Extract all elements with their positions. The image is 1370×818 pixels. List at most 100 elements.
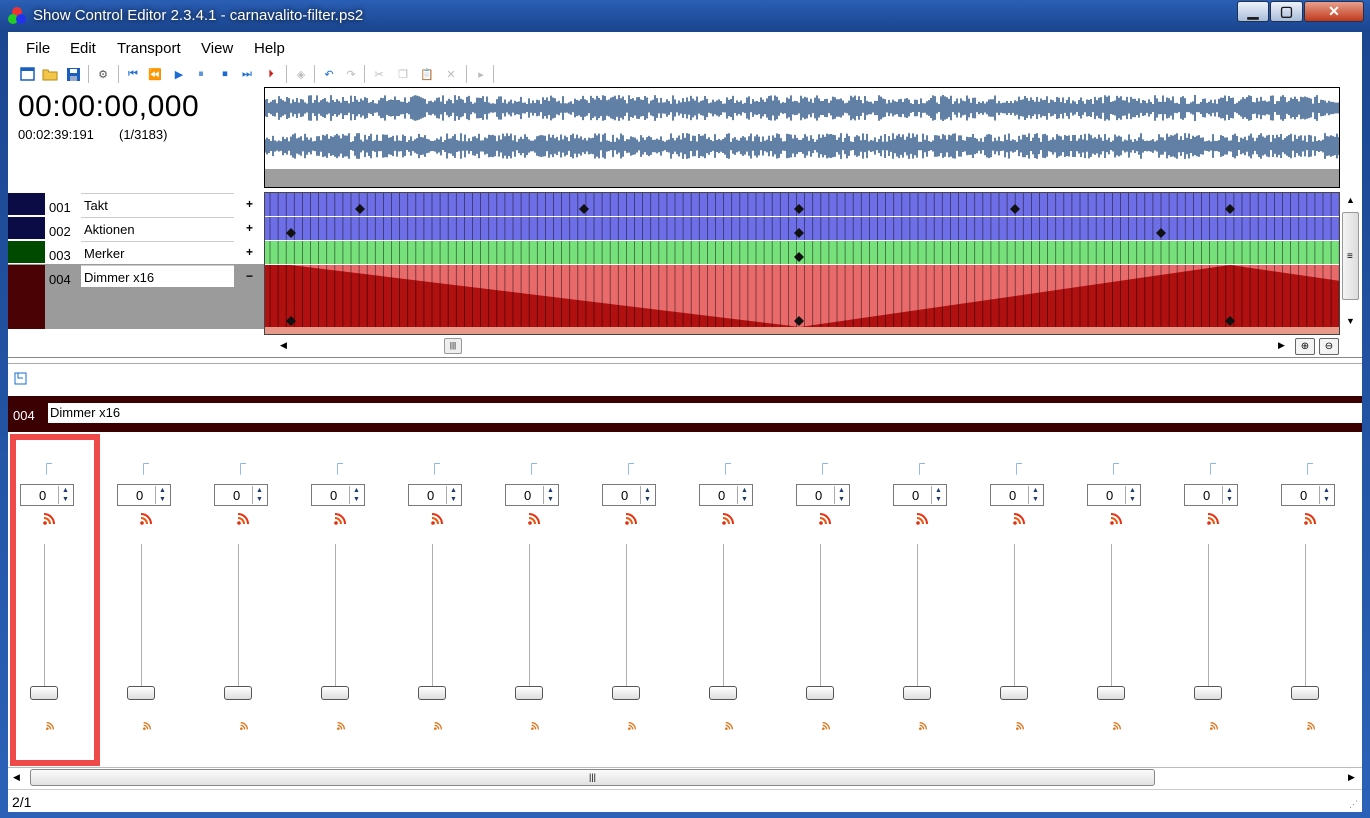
scroll-thumb[interactable]: ||| bbox=[30, 769, 1155, 786]
fader-knob[interactable] bbox=[1000, 686, 1028, 700]
channel-name-field[interactable]: Dimmer x16 bbox=[48, 403, 1362, 423]
fader-knob[interactable] bbox=[806, 686, 834, 700]
fader-value-spinner[interactable]: 0 ▲ ▼ bbox=[990, 484, 1044, 506]
stop-icon[interactable]: ⏹ bbox=[222, 67, 228, 80]
fader-value-spinner[interactable]: 0 ▲ ▼ bbox=[893, 484, 947, 506]
fader-track[interactable] bbox=[335, 544, 336, 694]
fader-channel[interactable]: ⎾ 0 ▲ ▼ bbox=[10, 434, 100, 766]
rss-output-icon[interactable] bbox=[528, 513, 540, 525]
cube-icon[interactable]: ◈ bbox=[296, 68, 306, 81]
track-name[interactable]: Dimmer x16 bbox=[81, 265, 234, 287]
menu-edit[interactable]: Edit bbox=[70, 40, 96, 57]
fader-link-icon[interactable]: ⎾ bbox=[817, 464, 828, 476]
fader-link-icon[interactable]: ⎾ bbox=[235, 464, 246, 476]
fader-track[interactable] bbox=[626, 544, 627, 694]
fader-knob[interactable] bbox=[1194, 686, 1222, 700]
fader-knob[interactable] bbox=[224, 686, 252, 700]
resize-grip-icon[interactable]: ⋰ bbox=[1349, 799, 1358, 809]
redo-icon[interactable]: ↷ bbox=[346, 68, 356, 81]
fader-value-spinner[interactable]: 0 ▲ ▼ bbox=[796, 484, 850, 506]
menu-transport[interactable]: Transport bbox=[117, 40, 181, 57]
rss-output-icon[interactable] bbox=[1110, 513, 1122, 525]
fader-link-icon[interactable]: ⎾ bbox=[623, 464, 634, 476]
fader-link-icon[interactable]: ⎾ bbox=[429, 464, 440, 476]
menu-help[interactable]: Help bbox=[254, 40, 285, 57]
open-folder-icon[interactable] bbox=[41, 65, 59, 83]
track-expand-button[interactable]: + bbox=[246, 197, 254, 211]
track-expand-button[interactable]: + bbox=[246, 221, 254, 235]
paste-icon[interactable]: 📋 bbox=[420, 68, 434, 81]
fader-track[interactable] bbox=[1111, 544, 1112, 694]
track-collapse-button[interactable]: − bbox=[246, 269, 254, 283]
fader-knob[interactable] bbox=[30, 686, 58, 700]
fader-value-spinner[interactable]: 0 ▲ ▼ bbox=[20, 484, 74, 506]
rss-output-icon[interactable] bbox=[43, 513, 55, 525]
fader-track[interactable] bbox=[432, 544, 433, 694]
scroll-left-icon[interactable]: ◀ bbox=[280, 340, 287, 350]
rss-output-icon[interactable] bbox=[916, 513, 928, 525]
fader-track[interactable] bbox=[917, 544, 918, 694]
fader-value-spinner[interactable]: 0 ▲ ▼ bbox=[214, 484, 268, 506]
spinner-arrows-icon[interactable]: ▲ ▼ bbox=[640, 486, 654, 504]
fader-track[interactable] bbox=[820, 544, 821, 694]
spinner-arrows-icon[interactable]: ▲ ▼ bbox=[1028, 486, 1042, 504]
fader-track[interactable] bbox=[141, 544, 142, 694]
skip-end-icon[interactable]: ⏭ bbox=[242, 67, 252, 80]
rss-output-icon[interactable] bbox=[140, 513, 152, 525]
track-row-003[interactable]: 003 Merker + bbox=[8, 240, 264, 264]
fader-knob[interactable] bbox=[1097, 686, 1125, 700]
fader-track[interactable] bbox=[1208, 544, 1209, 694]
fader-channel[interactable]: ⎾ 0 ▲ ▼ bbox=[398, 434, 488, 766]
fader-value-spinner[interactable]: 0 ▲ ▼ bbox=[1087, 484, 1141, 506]
scroll-right-icon[interactable]: ▶ bbox=[1348, 772, 1355, 782]
settings-icon[interactable]: ⚙ bbox=[98, 68, 108, 81]
rss-output-icon[interactable] bbox=[819, 513, 831, 525]
insert-icon[interactable]: ▸ bbox=[478, 68, 484, 81]
track-row-002[interactable]: 002 Aktionen + bbox=[8, 216, 264, 240]
fader-track[interactable] bbox=[1305, 544, 1306, 694]
close-button[interactable]: ✕ bbox=[1304, 1, 1364, 22]
rss-output-icon[interactable] bbox=[431, 513, 443, 525]
scroll-up-icon[interactable]: ▲ bbox=[1346, 195, 1355, 205]
spinner-arrows-icon[interactable]: ▲ ▼ bbox=[446, 486, 460, 504]
zoom-out-button[interactable]: ⊖ bbox=[1319, 338, 1339, 355]
fader-channel[interactable]: ⎾ 0 ▲ ▼ bbox=[786, 434, 876, 766]
timeline[interactable] bbox=[264, 192, 1340, 335]
pause-icon[interactable]: ⏸ bbox=[198, 67, 204, 80]
fader-knob[interactable] bbox=[418, 686, 446, 700]
scroll-down-icon[interactable]: ▼ bbox=[1346, 316, 1355, 326]
fader-link-icon[interactable]: ⎾ bbox=[1011, 464, 1022, 476]
fader-channel[interactable]: ⎾ 0 ▲ ▼ bbox=[689, 434, 779, 766]
fader-knob[interactable] bbox=[321, 686, 349, 700]
copy-icon[interactable]: ❐ bbox=[398, 68, 408, 81]
spinner-arrows-icon[interactable]: ▲ ▼ bbox=[737, 486, 751, 504]
track-name[interactable]: Takt bbox=[81, 193, 234, 215]
menu-file[interactable]: File bbox=[26, 40, 51, 57]
fader-value-spinner[interactable]: 0 ▲ ▼ bbox=[699, 484, 753, 506]
fader-track[interactable] bbox=[1014, 544, 1015, 694]
fader-value-spinner[interactable]: 0 ▲ ▼ bbox=[1184, 484, 1238, 506]
fader-channel[interactable]: ⎾ 0 ▲ ▼ bbox=[883, 434, 973, 766]
spinner-arrows-icon[interactable]: ▲ ▼ bbox=[931, 486, 945, 504]
fader-link-icon[interactable]: ⎾ bbox=[332, 464, 343, 476]
fader-link-icon[interactable]: ⎾ bbox=[41, 464, 52, 476]
timeline-horizontal-scrollbar[interactable]: ◀ ||| ▶ bbox=[278, 337, 1286, 355]
fader-channel[interactable]: ⎾ 0 ▲ ▼ bbox=[495, 434, 585, 766]
play-icon[interactable]: ▶ bbox=[174, 68, 184, 81]
fader-link-icon[interactable]: ⎾ bbox=[720, 464, 731, 476]
fader-value-spinner[interactable]: 0 ▲ ▼ bbox=[117, 484, 171, 506]
fader-link-icon[interactable]: ⎾ bbox=[138, 464, 149, 476]
rss-output-icon[interactable] bbox=[334, 513, 346, 525]
fader-channel[interactable]: ⎾ 0 ▲ ▼ bbox=[1077, 434, 1167, 766]
undo-icon[interactable]: ↶ bbox=[324, 68, 334, 81]
spinner-arrows-icon[interactable]: ▲ ▼ bbox=[834, 486, 848, 504]
track-row-004[interactable]: 004 Dimmer x16 − bbox=[8, 264, 264, 329]
scroll-thumb[interactable]: ≡ bbox=[1342, 212, 1359, 300]
fader-channel[interactable]: ⎾ 0 ▲ ▼ bbox=[592, 434, 682, 766]
spinner-arrows-icon[interactable]: ▲ ▼ bbox=[1222, 486, 1236, 504]
fader-knob[interactable] bbox=[515, 686, 543, 700]
rss-output-icon[interactable] bbox=[1013, 513, 1025, 525]
fader-knob[interactable] bbox=[903, 686, 931, 700]
fader-link-icon[interactable]: ⎾ bbox=[1108, 464, 1119, 476]
rss-output-icon[interactable] bbox=[1207, 513, 1219, 525]
